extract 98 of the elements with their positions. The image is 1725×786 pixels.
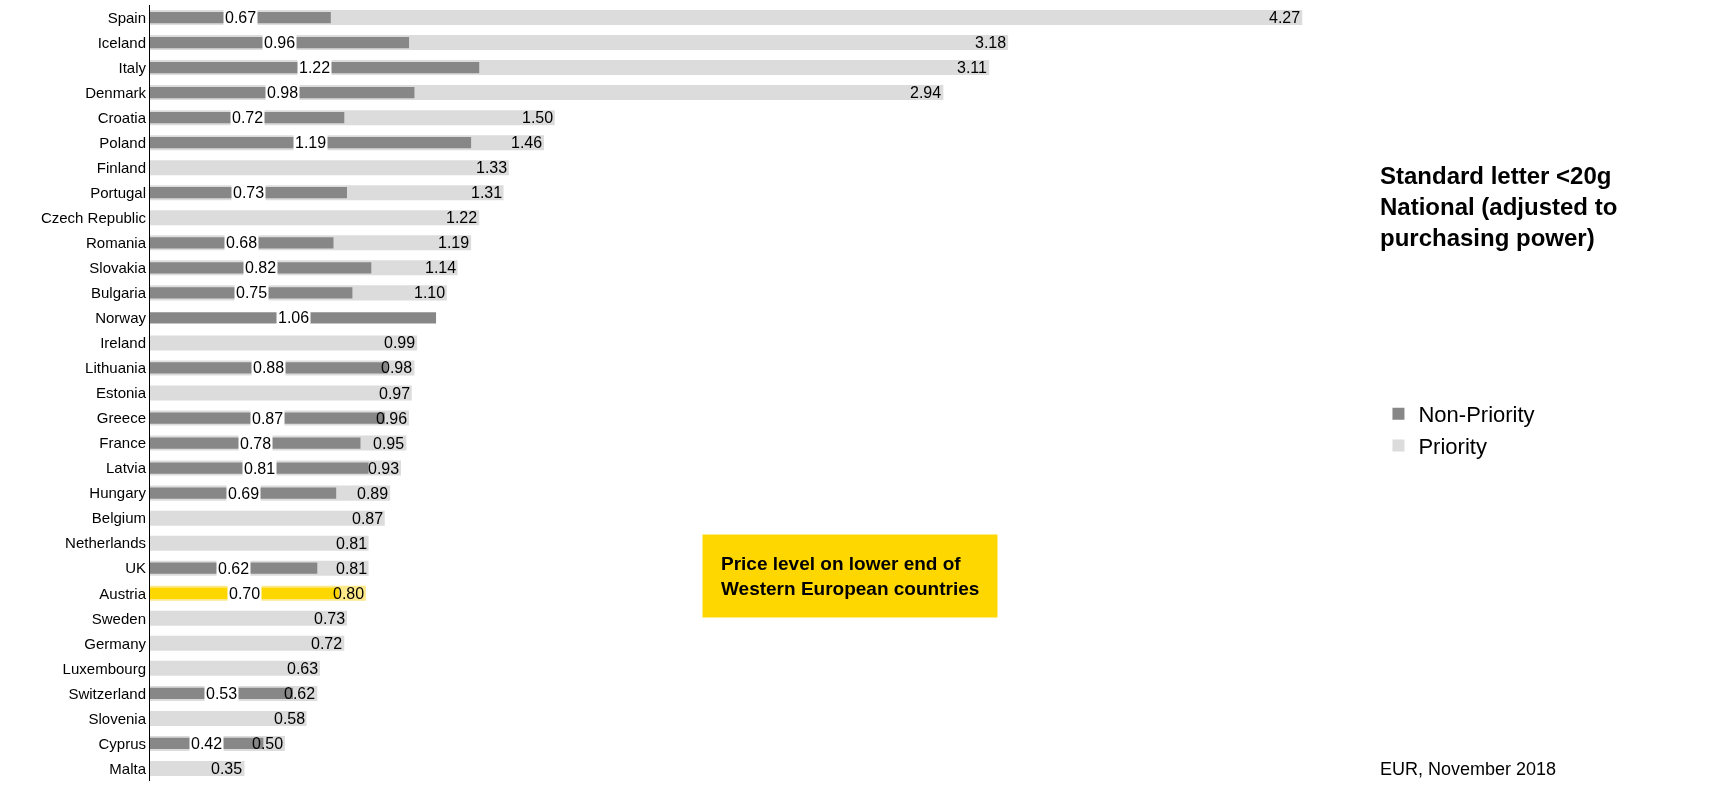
bar bbox=[150, 660, 320, 676]
y-tick-label: Spain bbox=[107, 8, 146, 26]
data-label: 0.81 bbox=[244, 460, 276, 477]
data-label: 1.46 bbox=[511, 134, 543, 151]
y-tick-label: Romania bbox=[85, 234, 147, 252]
y-tick-label: France bbox=[99, 434, 146, 452]
bar bbox=[150, 535, 369, 551]
data-label: 0.88 bbox=[253, 359, 285, 376]
data-label: 0.78 bbox=[240, 435, 272, 452]
bar bbox=[150, 335, 418, 351]
data-label: 0.73 bbox=[233, 184, 265, 201]
bar bbox=[150, 635, 345, 651]
data-label: 0.72 bbox=[232, 109, 264, 126]
data-label: 0.62 bbox=[218, 560, 250, 577]
data-label: 0.58 bbox=[274, 710, 306, 727]
data-label: 1.22 bbox=[299, 59, 331, 76]
y-tick-label: Poland bbox=[99, 133, 146, 151]
y-tick-label: UK bbox=[125, 559, 146, 577]
bar bbox=[150, 710, 307, 726]
data-label: 0.35 bbox=[211, 760, 243, 777]
y-tick-label: Slovakia bbox=[89, 259, 147, 277]
data-label: 1.14 bbox=[425, 259, 457, 276]
data-label: 0.89 bbox=[357, 485, 389, 502]
y-tick-label: Switzerland bbox=[68, 684, 146, 702]
data-label: 1.31 bbox=[471, 184, 503, 201]
data-label: 0.87 bbox=[252, 410, 284, 427]
y-tick-label: Ireland bbox=[100, 334, 146, 352]
data-label: 0.69 bbox=[228, 485, 260, 502]
data-label: 0.42 bbox=[191, 735, 223, 752]
data-label: 0.96 bbox=[376, 410, 408, 427]
y-tick-label: Malta bbox=[109, 759, 147, 777]
y-tick-label: Austria bbox=[99, 584, 147, 602]
data-label: 0.93 bbox=[368, 460, 400, 477]
data-label: 3.18 bbox=[975, 34, 1007, 51]
y-tick-label: Lithuania bbox=[85, 359, 147, 377]
data-label: 1.22 bbox=[446, 209, 478, 226]
data-label: 0.81 bbox=[336, 560, 368, 577]
y-tick-label: Iceland bbox=[97, 33, 146, 51]
legend-label: Priority bbox=[1418, 433, 1487, 459]
y-tick-label: Norway bbox=[95, 309, 147, 327]
text: Standard letter <20g National (adjusted to purchasing power) bbox=[1380, 162, 1618, 252]
data-label: 4.27 bbox=[1269, 9, 1301, 26]
data-label: 0.53 bbox=[206, 685, 238, 702]
data-label: 1.06 bbox=[278, 309, 310, 326]
y-tick-label: Portugal bbox=[90, 183, 146, 201]
data-label: 0.87 bbox=[352, 510, 384, 527]
data-label: 0.67 bbox=[225, 9, 257, 26]
bar bbox=[150, 510, 385, 526]
bar bbox=[150, 210, 480, 226]
y-tick-label: Finland bbox=[96, 158, 146, 176]
data-label: 0.73 bbox=[314, 610, 346, 627]
y-tick-label: Czech Republic bbox=[40, 209, 147, 227]
y-tick-label: Denmark bbox=[85, 83, 147, 101]
y-tick-label: Croatia bbox=[97, 108, 147, 126]
data-label: 0.82 bbox=[245, 259, 277, 276]
data-label: 1.33 bbox=[476, 159, 508, 176]
data-label: 0.50 bbox=[252, 735, 284, 752]
y-tick-label: Cyprus bbox=[98, 734, 146, 752]
y-tick-label: Germany bbox=[84, 634, 147, 652]
data-label: 1.10 bbox=[414, 284, 446, 301]
y-tick-label: Sweden bbox=[91, 609, 146, 627]
data-label: 0.96 bbox=[264, 34, 296, 51]
data-label: 0.80 bbox=[333, 585, 365, 602]
data-label: 1.50 bbox=[522, 109, 554, 126]
y-tick-label: Hungary bbox=[89, 484, 147, 502]
bar bbox=[150, 462, 369, 474]
text: EUR, November 2018 bbox=[1380, 759, 1557, 779]
data-label: 0.70 bbox=[229, 585, 261, 602]
legend-label: Non-Priority bbox=[1418, 402, 1535, 428]
y-tick-label: Greece bbox=[96, 409, 146, 427]
y-tick-label: Italy bbox=[118, 58, 147, 76]
data-label: 0.68 bbox=[226, 234, 258, 251]
data-label: 2.94 bbox=[910, 84, 942, 101]
bar bbox=[150, 312, 437, 324]
data-label: 0.81 bbox=[336, 535, 368, 552]
y-tick-label: Estonia bbox=[95, 384, 147, 402]
bar bbox=[150, 160, 509, 176]
data-label: 0.97 bbox=[379, 385, 411, 402]
data-label: 0.75 bbox=[236, 284, 268, 301]
data-label: 1.19 bbox=[295, 134, 327, 151]
bar bbox=[150, 385, 412, 401]
data-label: 0.63 bbox=[287, 660, 319, 677]
data-label: 0.98 bbox=[381, 359, 413, 376]
annotation: Price level on lower end of Western European countries bbox=[721, 553, 980, 599]
y-tick-label: Luxembourg bbox=[62, 659, 146, 677]
data-label: 3.11 bbox=[957, 59, 988, 76]
data-label: 0.72 bbox=[311, 635, 343, 652]
y-tick-label: Netherlands bbox=[65, 534, 146, 552]
data-label: 1.19 bbox=[438, 234, 470, 251]
bar bbox=[150, 610, 347, 626]
y-tick-label: Latvia bbox=[105, 459, 147, 477]
y-tick-label: Slovenia bbox=[88, 709, 147, 727]
data-label: 0.99 bbox=[384, 334, 416, 351]
y-tick-label: Belgium bbox=[91, 509, 146, 527]
y-tick-label: Bulgaria bbox=[90, 284, 147, 302]
data-label: 0.98 bbox=[267, 84, 299, 101]
data-label: 0.62 bbox=[284, 685, 316, 702]
data-label: 0.95 bbox=[373, 435, 405, 452]
